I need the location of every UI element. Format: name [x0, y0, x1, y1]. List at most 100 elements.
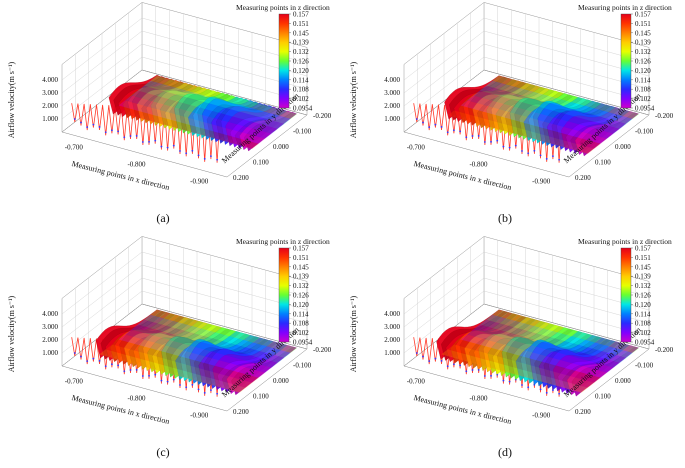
- chart-panel-a: 1.000 2.000 3.000 4.000 Airflow velocity(m s…: [0, 0, 342, 234]
- floor-band: [473, 90, 620, 134]
- trace-point: [129, 369, 132, 371]
- trace-point: [154, 139, 157, 142]
- colorbar-tick-label: 0.114: [635, 310, 651, 318]
- x-axis-title: Measuring points in x direction: [71, 393, 171, 426]
- colorbar-title: Measuring points in z direction: [578, 237, 672, 246]
- floor-band: [124, 95, 272, 139]
- velocity-surface: [95, 309, 297, 396]
- floor-band: [492, 309, 640, 353]
- trace-point: [111, 363, 113, 366]
- colorbar-title: Measuring points in z direction: [578, 3, 672, 12]
- trace-point: [446, 365, 449, 368]
- trace-point: [141, 141, 144, 143]
- colorbar: [278, 13, 290, 109]
- trace-point: [148, 140, 150, 143]
- colorbar-tick-label: 0.108: [635, 86, 651, 94]
- x-axis-title: Measuring points in x direction: [71, 159, 171, 192]
- trace-point: [92, 123, 95, 126]
- colorbar-tick-label: 0.102: [635, 329, 651, 337]
- floor-band: [486, 80, 633, 124]
- trace-point: [527, 386, 530, 389]
- colorbar-tick-label: 0.157: [635, 245, 651, 253]
- y-tick-label: 0.000: [615, 377, 631, 385]
- x-tick-label: -0.800: [469, 161, 488, 169]
- colorbar-tick-label: 0.108: [635, 320, 651, 328]
- z-tick-label: 4.000: [42, 310, 58, 318]
- trace-point: [459, 364, 462, 367]
- trace-point: [172, 144, 175, 147]
- trace-point: [465, 136, 468, 139]
- trace-point: [415, 118, 418, 120]
- base-floor: [403, 303, 650, 412]
- surface-ridge: [231, 346, 297, 396]
- floor-band: [144, 314, 291, 358]
- trace-point: [98, 360, 101, 362]
- z-tick-label: 2.000: [42, 102, 58, 110]
- x-tick-label: -0.700: [407, 377, 426, 385]
- z-axis-title: Airflow velocity(m s⁻¹): [7, 295, 16, 372]
- trace-point: [428, 360, 431, 363]
- trace-point: [446, 131, 449, 134]
- surface-plot-svg: 1.000 2.000 3.000 4.000 Airflow velocity(m s…: [349, 235, 674, 459]
- panel-label: (b): [498, 211, 512, 225]
- surface-plot-svg: 1.000 2.000 3.000 4.000 Airflow velocity(m s…: [7, 1, 332, 225]
- y-tick-label: 0.100: [595, 393, 611, 401]
- trace-point: [521, 384, 523, 386]
- y-tick-label: 0.000: [273, 377, 289, 385]
- floor-band: [486, 314, 633, 358]
- x-tick-label: -0.900: [190, 178, 209, 186]
- trace-point: [422, 355, 424, 358]
- trace-point: [552, 155, 554, 158]
- chart-panel-b: 1.000 2.000 3.000 4.000 Airflow velocity(m s…: [342, 0, 684, 234]
- trace-point: [533, 149, 536, 152]
- trace-point: [73, 352, 76, 354]
- trace-point: [123, 136, 126, 139]
- trace-point: [440, 126, 443, 128]
- z-axis-title: Airflow velocity(m s⁻¹): [349, 295, 358, 372]
- trace-point: [558, 158, 561, 161]
- y-tick-label: -0.200: [655, 112, 674, 120]
- z-tick-label: 3.000: [42, 89, 58, 97]
- floor-band: [466, 329, 614, 373]
- floor-band: [144, 80, 291, 124]
- trace-point: [434, 357, 437, 360]
- trace-point: [203, 391, 206, 394]
- trace-point: [210, 389, 212, 392]
- y-tick-label: 0.200: [233, 174, 249, 182]
- colorbar-tick-label: 0.114: [293, 76, 309, 84]
- colorbar-tick-label: 0.132: [293, 48, 309, 56]
- x-tick-label: -0.800: [127, 161, 146, 169]
- trace-point: [80, 355, 82, 358]
- trace-point: [471, 369, 474, 371]
- trace-point: [502, 379, 505, 382]
- z-tick-label: 4.000: [384, 310, 400, 318]
- z-tick-label: 2.000: [384, 102, 400, 110]
- trace-point: [166, 380, 169, 383]
- velocity-surface: [444, 75, 639, 157]
- trace-point: [465, 370, 468, 373]
- colorbar-tick-label: 0.0954: [293, 105, 313, 113]
- trace-point: [502, 145, 505, 148]
- trace-point: [117, 364, 120, 367]
- trace-point: [428, 126, 431, 129]
- trace-point: [490, 140, 492, 143]
- surface-plot-svg: 1.000 2.000 3.000 4.000 Airflow velocity(m s…: [349, 1, 674, 225]
- trace-point: [73, 118, 76, 120]
- colorbar-tick-label: 0.145: [635, 29, 651, 37]
- trace-point: [104, 131, 107, 134]
- colorbar-tick-label: 0.145: [293, 29, 309, 37]
- colorbar-tick-label: 0.132: [635, 282, 651, 290]
- colorbar-tick-label: 0.0954: [635, 105, 655, 113]
- colorbar-tick-label: 0.0954: [293, 339, 313, 347]
- panel-label: (a): [156, 211, 169, 225]
- x-tick-label: -0.800: [127, 395, 146, 403]
- colorbar-tick-label: 0.126: [293, 292, 309, 300]
- colorbar-tick-label: 0.120: [293, 301, 309, 309]
- floor-band: [479, 85, 627, 129]
- panel-label: (d): [498, 445, 512, 459]
- z-tick-label: 1.000: [384, 115, 400, 123]
- colorbar-tick-label: 0.157: [293, 11, 309, 19]
- x-tick-label: -0.900: [532, 412, 551, 420]
- floor-band: [99, 349, 246, 393]
- floor-band: [492, 75, 640, 119]
